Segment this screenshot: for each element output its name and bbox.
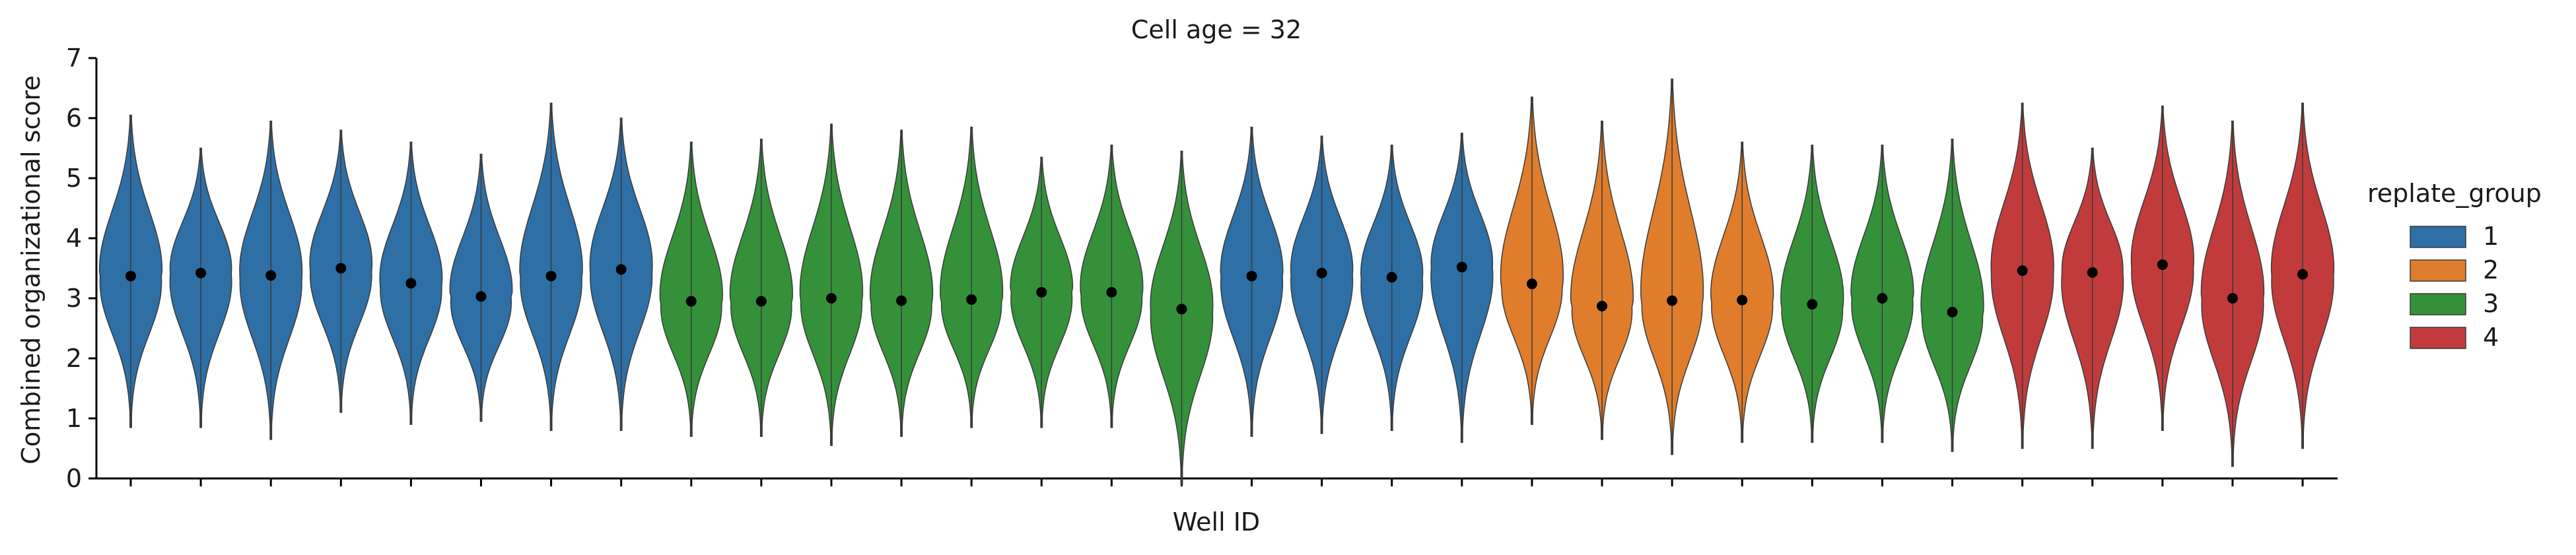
legend-swatch-2 [2410, 259, 2466, 282]
mean-point [1176, 304, 1187, 315]
legend-items: 1 2 3 4 [2410, 222, 2499, 352]
y-tick-label: 4 [66, 224, 82, 253]
mean-point [685, 296, 697, 307]
mean-point [1106, 286, 1117, 298]
mean-point [2087, 267, 2098, 278]
x-axis-label: Well ID [1173, 507, 1260, 537]
mean-point [475, 291, 487, 302]
mean-point [125, 271, 136, 282]
legend-label-1: 1 [2483, 222, 2499, 251]
mean-point [2157, 259, 2168, 271]
y-tick-label: 3 [66, 284, 82, 313]
mean-point [265, 270, 277, 281]
mean-point [1807, 299, 1818, 310]
mean-point [1947, 306, 1958, 317]
mean-point [1036, 286, 1047, 298]
mean-points [125, 259, 2308, 317]
mean-point [2017, 265, 2028, 277]
legend-title: replate_group [2367, 179, 2542, 208]
y-axis-label: Combined organizational score [17, 75, 46, 464]
mean-point [1737, 294, 1748, 306]
chart-title: Cell age = 32 [1131, 15, 1302, 44]
legend-label-3: 3 [2483, 289, 2499, 318]
y-tick-label: 2 [66, 344, 82, 373]
mean-point [1526, 278, 1537, 290]
legend-swatch-3 [2410, 293, 2466, 315]
mean-point [615, 264, 627, 275]
y-tick-label: 1 [66, 404, 82, 433]
legend-label-4: 4 [2483, 323, 2499, 352]
y-tick-label: 7 [66, 44, 82, 73]
mean-point [2227, 293, 2238, 304]
violin-series [98, 79, 2335, 485]
legend-swatch-1 [2410, 226, 2466, 248]
legend-label-2: 2 [2483, 255, 2499, 284]
mean-point [966, 294, 977, 305]
y-axis: 0 1 2 3 4 5 6 7 [66, 44, 98, 493]
mean-point [1386, 272, 1397, 283]
mean-point [335, 263, 347, 274]
mean-point [1877, 293, 1888, 304]
y-tick-label: 5 [66, 164, 82, 193]
mean-point [2297, 269, 2308, 280]
mean-point [1597, 300, 1608, 311]
mean-point [1456, 261, 1467, 273]
mean-point [825, 293, 837, 304]
mean-point [1667, 295, 1678, 306]
mean-point [545, 271, 557, 282]
y-tick-label: 0 [66, 464, 82, 493]
legend: replate_group 1 2 3 4 [2367, 179, 2542, 352]
mean-point [195, 267, 207, 278]
y-tick-label: 6 [66, 104, 82, 133]
mean-point [896, 295, 907, 306]
mean-point [1316, 267, 1327, 278]
legend-swatch-4 [2410, 327, 2466, 349]
mean-point [405, 278, 417, 289]
x-axis [96, 477, 2338, 486]
mean-point [755, 296, 767, 307]
mean-point [1246, 271, 1257, 282]
